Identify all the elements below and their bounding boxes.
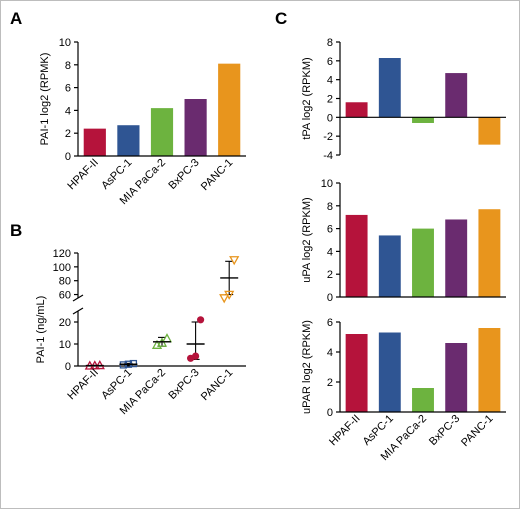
- chart-b-category-label-panc-1: PANC-1: [199, 367, 235, 403]
- chart-c-upa-y-tick-label: 6: [327, 224, 333, 236]
- chart-c-tpa-bar-bxpc-3: [445, 73, 468, 118]
- chart-b-point-panc-1: [224, 290, 235, 300]
- chart-c-tpa-y-tick-label: 4: [327, 75, 333, 87]
- chart-c-upa: 0 2 4 6 8 10 uPA log2 (RPKM): [301, 178, 506, 304]
- chart-b-y-axis-label: PAI-1 (ng/mL): [35, 296, 47, 364]
- chart-b-point-panc-1: [219, 294, 230, 304]
- chart-c-upar-y-tick-label: 2: [327, 377, 333, 389]
- chart-c-tpa-y-tick-label: 2: [327, 94, 333, 106]
- chart-c-upar-bar-aspc-1: [378, 332, 401, 412]
- chart-a-bar-mia-paca-2: [150, 108, 174, 156]
- chart-c-tpa-y-tick-label: 6: [327, 56, 333, 68]
- chart-c-tpa-y-tick-label: -2: [323, 131, 333, 143]
- chart-a-y-tick-label: 4: [65, 105, 71, 117]
- chart-a-category-label-bxpc-3: BxPC-3: [166, 157, 201, 192]
- chart-c-upar-bar-panc-1: [478, 328, 501, 412]
- chart-a-y-axis-label: PAI-1 log2 (RPMK): [39, 53, 51, 146]
- chart-c-tpa-y-tick-label: -4: [323, 150, 333, 162]
- panel-label-c: C: [275, 9, 287, 28]
- chart-b-point-panc-1: [229, 256, 240, 266]
- chart-a-bar-bxpc-3: [184, 99, 207, 156]
- panel-label-b: B: [10, 221, 22, 240]
- chart-c-upa-y-tick-label: 0: [327, 292, 333, 304]
- chart-b-point-bxpc-3: [192, 352, 200, 360]
- chart-c-upar-category-label-bxpc-3: BxPC-3: [427, 413, 462, 448]
- chart-c-upa-y-tick-label: 8: [327, 201, 333, 213]
- chart-b-point-mia-paca-2: [156, 337, 168, 347]
- chart-c-tpa-y-axis-label: tPA log2 (RPKM): [301, 57, 313, 139]
- chart-c-upar-category-label-panc-1: PANC-1: [459, 413, 495, 449]
- chart-c-tpa-bar-mia-paca-2: [412, 117, 434, 123]
- chart-c-upar-bar-bxpc-3: [445, 343, 468, 412]
- chart-b-axis-break-mark: [72, 294, 84, 302]
- panel-label-a: A: [10, 9, 22, 28]
- chart-a-y-tick-label: 8: [65, 60, 71, 72]
- chart-c-tpa-bar-panc-1: [478, 117, 501, 145]
- chart-c-upar-bar-hpaf-ii: [345, 334, 368, 412]
- chart-b-axis-break-mark: [72, 307, 84, 315]
- chart-c-upar-y-tick-label: 4: [327, 347, 333, 359]
- chart-a-y-tick-label: 2: [65, 128, 71, 140]
- chart-b-y-tick-label: 80: [59, 276, 71, 288]
- chart-b-y-tick-label: 120: [53, 248, 71, 260]
- chart-c-tpa-y-tick-label: 8: [327, 37, 333, 49]
- chart-b-category-label-bxpc-3: BxPC-3: [166, 367, 201, 402]
- chart-c-upar-y-tick-label: 6: [327, 317, 333, 329]
- chart-c-tpa-bar-aspc-1: [378, 58, 401, 118]
- chart-a-y-tick-label: 6: [65, 83, 71, 95]
- chart-c-upa-bar-bxpc-3: [445, 219, 468, 297]
- chart-a-y-tick-label: 0: [65, 151, 71, 163]
- chart-a-y-tick-label: 10: [59, 37, 71, 49]
- chart-c-upa-bar-hpaf-ii: [345, 214, 368, 297]
- chart-b-point-mia-paca-2: [161, 333, 173, 343]
- chart-c-upa-y-tick-label: 2: [327, 269, 333, 281]
- chart-b-y-tick-label: 60: [59, 290, 71, 302]
- chart-c-upa-bar-panc-1: [478, 209, 501, 297]
- chart-c-upa-y-tick-label: 10: [321, 178, 333, 190]
- chart-c-upa-bar-mia-paca-2: [412, 228, 434, 297]
- chart-c-upar-y-tick-label: 0: [327, 407, 333, 419]
- chart-a-bar-panc-1: [218, 63, 241, 156]
- chart-c-upar-bar-mia-paca-2: [412, 388, 434, 412]
- chart-b-y-tick-label: 100: [53, 262, 71, 274]
- chart-a-bar-aspc-1: [117, 125, 140, 156]
- chart-a-bar-hpaf-ii: [83, 128, 106, 156]
- chart-c-tpa-bar-hpaf-ii: [345, 102, 368, 118]
- chart-c-upa-bar-aspc-1: [378, 235, 401, 297]
- chart-c-tpa-y-tick-label: 0: [327, 112, 333, 124]
- chart-a-category-label-panc-1: PANC-1: [199, 157, 235, 193]
- chart-c-upa-y-axis-label: uPA log2 (RPKM): [301, 197, 313, 282]
- chart-b-y-tick-label: 10: [59, 339, 71, 351]
- chart-b-y-tick-label: 20: [59, 317, 71, 329]
- chart-b-y-tick-label: 0: [65, 361, 71, 373]
- chart-c-upar-y-axis-label: uPAR log2 (RPKM): [301, 320, 313, 414]
- chart-c-upa-y-tick-label: 4: [327, 246, 333, 258]
- chart-c-tpa: -4 -2 0 2 4 6 8 tPA log2 (RPKM): [301, 37, 506, 162]
- chart-b-point-bxpc-3: [197, 316, 205, 324]
